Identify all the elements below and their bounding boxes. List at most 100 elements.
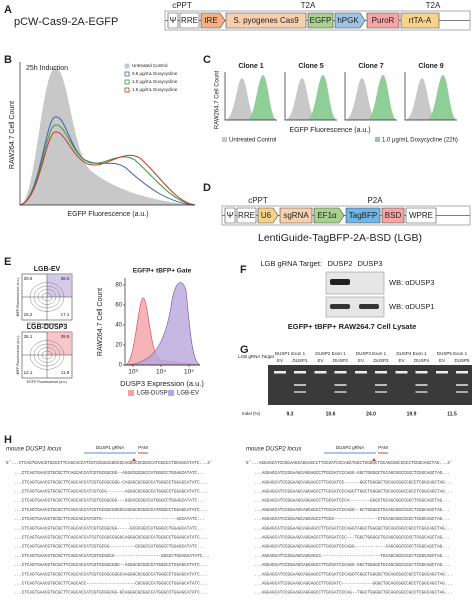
lane-label: DUSP1: [292, 358, 308, 363]
plot-title: LGB-EV: [34, 266, 61, 273]
construct-part: [236, 207, 257, 224]
quadrant-value: 39.9: [61, 334, 70, 339]
band: [334, 391, 347, 393]
band: [375, 384, 387, 386]
blot: [325, 271, 385, 295]
construct-part: [200, 12, 226, 29]
lane-label: DUSP3: [357, 259, 382, 268]
histogram-fill: [405, 78, 437, 120]
plot-title: Clone 1: [238, 63, 263, 70]
x-axis-label: EGFP Fluorescence (a.u.): [289, 127, 370, 134]
panel-label: F: [240, 264, 247, 276]
y-axis-label: RAW264.7 Cell Count: [97, 288, 104, 356]
read-seq: ...AGGAGCATCCGGAAGCAGGAGCC--------------…: [254, 554, 450, 559]
legend-swatch: [222, 137, 227, 142]
histogram-fill: [307, 75, 337, 120]
histogram-fill: [427, 75, 457, 120]
part-label: TagBFP: [349, 211, 377, 220]
axis: [404, 72, 457, 121]
read-seq: ...AGGAGCATCCGGAAGCAGGAGCCTTGCGATCCCAG--…: [254, 591, 453, 596]
construct-frame: [164, 10, 471, 31]
legend-swatch: [124, 87, 130, 93]
part-label: PuroR: [372, 16, 395, 25]
lane-label: DUSP2: [333, 358, 349, 363]
histogram-line: [19, 131, 196, 206]
gate: [47, 332, 72, 355]
axis: [344, 72, 397, 121]
band: [334, 371, 347, 374]
read-seq: ...AGGAGCATCCGGAAGCAGGAGCCTTGCGATCCC---T…: [254, 536, 450, 541]
pam-label: PAM: [138, 445, 148, 450]
lane-label: EV: [277, 358, 283, 363]
group-label: DUSP1 Exon 1: [275, 351, 306, 356]
band: [375, 371, 387, 374]
gate: [47, 274, 72, 297]
axis: [284, 72, 337, 121]
band: [456, 371, 468, 374]
construct-part: [405, 207, 437, 224]
construct-part: [381, 207, 405, 224]
y-tick-label: 60: [115, 303, 122, 309]
part-top-label: T2A: [301, 1, 316, 10]
legend-label: Untreated Control: [229, 138, 276, 144]
band: [274, 371, 286, 374]
construct-part: [366, 12, 400, 29]
legend-swatch: [128, 390, 134, 396]
group-label: DUSP3 Exon 1: [356, 351, 387, 356]
band: [330, 304, 350, 309]
construct-part: [179, 12, 200, 29]
construct-part: [224, 207, 236, 224]
band: [359, 304, 379, 309]
band: [314, 371, 327, 374]
plot-title: Clone 5: [298, 63, 323, 70]
blot-label: WB: αDUSP1: [389, 302, 435, 311]
read-seq: ...CTCAGTGAACGTGCGCTTCAGCACCATCGTGCGGCGG…: [14, 536, 207, 541]
histogram-fill: [247, 75, 277, 120]
quadrant-value: 17.1: [61, 312, 70, 317]
quadrant-value: 12.1: [24, 370, 33, 375]
indel-value: 11.5: [447, 411, 457, 417]
subtitle: 25h Induction: [26, 65, 68, 72]
part-label: EGFP: [310, 16, 332, 25]
part-label: S. pyogenes Cas9: [233, 16, 299, 25]
read-seq: ...CTCAGTGAACGTGCGCTTCAGCACCATCGTGCGGCGG…: [14, 499, 205, 504]
lane-label: DUSP3: [373, 358, 389, 363]
legend-swatch: [168, 390, 174, 396]
indel-value: 10.6: [326, 411, 336, 417]
read-seq: ...CTCAGTGAACGTGCGCTTCAGCACCATCGTGCGGCG-…: [14, 554, 210, 559]
legend-swatch: [124, 79, 130, 85]
part-label: WPRE: [409, 211, 433, 220]
part-label: U6: [261, 211, 272, 220]
group-label: DUSP2 Exon 1: [315, 351, 346, 356]
histogram-line: [19, 124, 196, 206]
indel-value: 9.3: [287, 411, 294, 417]
plot-title: Clone 7: [358, 63, 383, 70]
band: [294, 371, 306, 374]
x-axis-label: EGFP Fluorescence (a.u.): [27, 322, 68, 326]
read-seq: ...CTCAGTGAACGTGCGCTTCAGCACCATCGTGCGG---…: [14, 545, 205, 550]
band: [456, 391, 468, 393]
part-label: hPGK: [337, 16, 359, 25]
histogram-fill: [345, 78, 377, 120]
target-label: LGB gRNA Target: [238, 354, 274, 359]
panel-label: D: [203, 182, 211, 194]
band: [294, 391, 306, 393]
read-seq: ...AGGAGCATCCGGAAGCAGGAGCCTTGCGATCCCAGG-…: [254, 563, 450, 568]
band: [334, 384, 347, 386]
pam-label: PAM: [378, 445, 388, 450]
read-seq: ...CTCAGTGAACGTGCGCTTCAGCACCATCGTGCGGCGG…: [14, 508, 207, 513]
legend-label: 1.0 μg/mL Doxycycline: [132, 79, 178, 84]
histogram-fill: [285, 78, 317, 120]
group-label: DUSP4 Exon 1: [396, 351, 427, 356]
histogram-title: EGFP+ tBFP+ Gate: [133, 268, 192, 275]
band: [375, 391, 387, 393]
locus-title: mouse DUSP2 locus: [246, 447, 301, 453]
lane-label: EV: [398, 358, 404, 363]
blot: [325, 296, 385, 318]
x-tick-label: 10⁵: [184, 369, 194, 376]
cut-site: [132, 458, 136, 461]
band: [294, 384, 306, 386]
y-axis-label: RAW264.7 Cell Count: [215, 70, 221, 129]
legend-swatch: [124, 63, 130, 69]
